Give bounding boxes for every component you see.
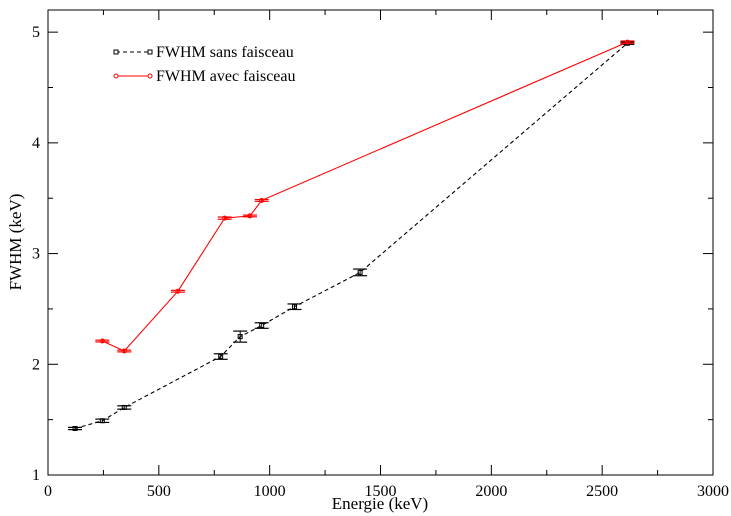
data-point	[121, 404, 127, 410]
data-point	[121, 348, 127, 354]
legend-label: FWHM sans faisceau	[156, 44, 294, 61]
x-axis-title: Energie (keV)	[332, 494, 428, 513]
data-point	[99, 418, 105, 424]
data-point	[357, 269, 363, 275]
x-tick-label: 3000	[697, 483, 729, 500]
y-tick-label: 1	[32, 467, 40, 484]
x-tick-label: 2000	[475, 483, 507, 500]
data-point	[624, 39, 630, 45]
legend-marker	[147, 73, 153, 79]
legend-marker	[113, 73, 119, 79]
data-point	[247, 213, 253, 219]
x-tick-label: 1500	[365, 483, 397, 500]
x-tick-label: 500	[147, 483, 171, 500]
data-point	[237, 334, 243, 340]
y-axis-title: FWHM (keV)	[6, 194, 25, 291]
x-tick-label: 0	[44, 483, 52, 500]
data-point	[218, 354, 224, 360]
y-tick-label: 4	[32, 135, 40, 152]
data-point	[175, 288, 181, 294]
legend-entry: FWHM avec faisceau	[113, 68, 296, 85]
legend: FWHM sans faisceau FWHM avec faisceau	[113, 44, 296, 85]
legend-entry: FWHM sans faisceau	[113, 44, 294, 61]
data-point	[259, 197, 265, 203]
legend-marker	[113, 49, 119, 55]
x-tick-label: 2500	[586, 483, 618, 500]
y-tick-label: 5	[32, 24, 40, 41]
x-tick-label: 1000	[254, 483, 286, 500]
data-point	[259, 323, 265, 329]
legend-label: FWHM avec faisceau	[156, 68, 296, 85]
data-point	[222, 215, 228, 221]
y-tick-label: 3	[32, 246, 40, 263]
legend-marker	[147, 49, 153, 55]
y-tick-label: 2	[32, 356, 40, 373]
data-point	[291, 304, 297, 310]
data-point	[99, 338, 105, 344]
data-point	[72, 426, 78, 431]
